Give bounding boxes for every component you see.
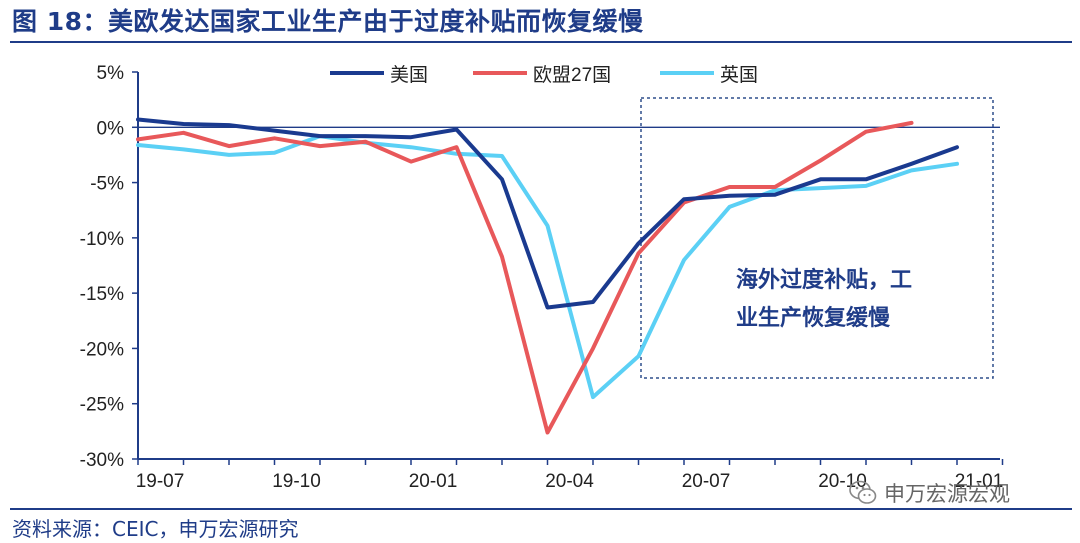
figure-title: 图 18：美欧发达国家工业生产由于过度补贴而恢复缓慢 [12, 7, 644, 36]
source-note: 资料来源：CEIC，申万宏源研究 [12, 517, 299, 541]
x-tick-label: 20-04 [545, 471, 594, 492]
watermark-text: 申万宏源宏观 [884, 482, 1010, 506]
legend: 美国 欧盟27国 英国 [330, 64, 758, 86]
x-tick-label: 20-01 [409, 471, 458, 492]
series-line-uk [136, 134, 959, 400]
x-tick-label: 19-07 [136, 471, 185, 492]
annotation-text-line1: 海外过度补贴，工 [736, 267, 912, 292]
y-tick-label: 5% [97, 63, 125, 84]
legend-label-us: 美国 [390, 64, 428, 86]
x-axis: 19-07 19-10 20-01 20-04 20-07 20-10 21-01 [136, 459, 1004, 492]
line-chart: 5% 0% -5% -10% -15% -20% -25% -30% 19-07 19-10 20… [80, 63, 1004, 492]
x-tick-label: 21-01 [955, 471, 1004, 492]
series-line-us [136, 117, 959, 310]
annotation-text-line2: 业生产恢复缓慢 [736, 305, 891, 330]
y-axis: 5% 0% -5% -10% -15% -20% -25% -30% [80, 63, 138, 471]
y-tick-label: -25% [80, 395, 124, 416]
y-tick-label: -30% [80, 450, 124, 471]
y-tick-label: -5% [90, 174, 124, 195]
x-tick-label: 20-07 [682, 471, 731, 492]
title-divider [10, 41, 1072, 43]
legend-label-eu: 欧盟27国 [533, 64, 611, 86]
y-tick-label: -20% [80, 339, 124, 360]
y-tick-label: 0% [97, 118, 125, 139]
series-line-eu [136, 120, 914, 435]
legend-label-uk: 英国 [720, 64, 758, 86]
watermark: 申万宏源宏观 [848, 476, 1010, 510]
footer-divider [10, 508, 1072, 510]
y-tick-label: -10% [80, 229, 124, 250]
series-lines [136, 117, 959, 435]
x-tick-label: 19-10 [272, 471, 321, 492]
wechat-logo-icon [849, 480, 877, 504]
annotation-box [640, 97, 994, 379]
y-tick-label: -15% [80, 284, 124, 305]
x-tick-label: 20-10 [818, 471, 867, 492]
